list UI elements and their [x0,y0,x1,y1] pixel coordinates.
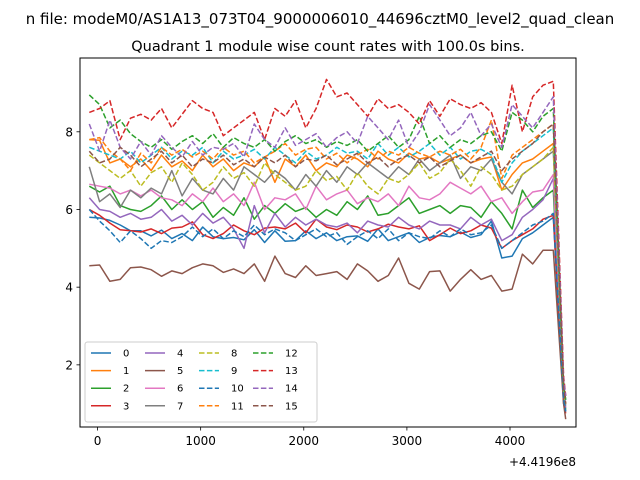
y-tick-label: 2 [65,358,73,372]
series-line-10 [88,209,567,412]
legend-label-0: 0 [123,349,129,360]
legend-label-8: 8 [231,349,237,360]
series-line-13 [89,78,567,396]
series-line-14 [88,96,567,397]
series-line-9 [89,127,567,400]
x-tick-label: 4000 [495,434,526,448]
axes-frame [79,57,577,428]
figure-suptitle: n file: modeM0/AS1A13_073T04_9000006010_… [26,10,615,29]
y-tick-label: 6 [65,203,73,217]
legend-label-5: 5 [177,366,183,377]
legend-label-1: 1 [123,366,129,377]
legend-label-9: 9 [231,366,237,377]
series-line-6 [89,173,567,404]
legend-label-6: 6 [177,384,183,395]
x-tick-label: 0 [94,434,102,448]
series-line-11 [89,119,567,400]
series-line-5 [89,249,567,420]
x-tick-label: 2000 [288,434,319,448]
y-tick-label: 4 [65,281,73,295]
legend-box [84,341,318,423]
series-line-3 [88,208,567,414]
legend-label-13: 13 [285,366,298,377]
legend-label-3: 3 [123,401,129,412]
legend-label-7: 7 [177,401,183,412]
legend-label-11: 11 [231,401,244,412]
series-line-7 [88,150,567,406]
legend-label-12: 12 [285,349,298,360]
legend-label-14: 14 [285,384,298,395]
series-line-12 [88,94,567,400]
legend-label-4: 4 [177,349,183,360]
y-tick-label: 8 [65,125,73,139]
plot-area [88,78,567,420]
chart-title: Quadrant 1 module wise count rates with … [131,39,525,55]
legend-label-2: 2 [123,384,129,395]
x-tick-label: 3000 [392,434,423,448]
x-axis-offset-label: +4.4196e8 [509,455,576,469]
legend-label-15: 15 [285,401,298,412]
series-line-15 [88,123,567,404]
series-line-4 [88,177,567,408]
legend-label-10: 10 [231,384,244,395]
series-line-8 [88,146,567,404]
y-axis: 2 4 6 8 [65,125,80,372]
series-line-2 [88,185,567,410]
x-tick-label: 1000 [185,434,216,448]
x-axis: 0 1000 2000 3000 4000 [94,427,526,448]
